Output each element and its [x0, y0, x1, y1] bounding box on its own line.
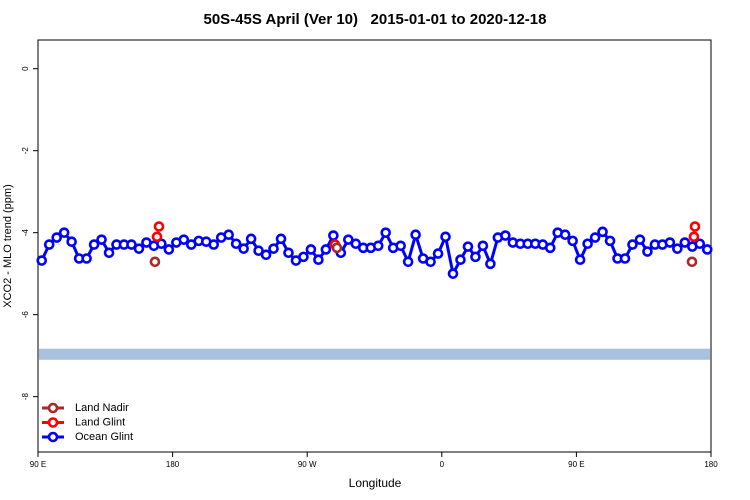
point — [582, 238, 593, 250]
point — [350, 238, 362, 250]
x-tick-label: 90 W — [298, 460, 317, 469]
point — [238, 243, 249, 254]
point — [597, 226, 608, 238]
point — [253, 245, 264, 257]
point — [43, 239, 55, 250]
legend-label: Land Glint — [75, 416, 125, 428]
point — [672, 243, 683, 254]
point — [313, 254, 324, 266]
point — [178, 234, 190, 245]
point — [298, 251, 309, 263]
legend-marker — [47, 431, 59, 443]
point — [51, 232, 62, 243]
point — [559, 229, 571, 241]
point — [153, 221, 165, 232]
point — [689, 221, 701, 232]
legend-label: Ocean Glint — [75, 431, 133, 443]
point — [642, 246, 653, 257]
x-tick-label: 0 — [440, 460, 445, 469]
point — [688, 231, 700, 243]
point — [343, 234, 354, 245]
point — [126, 239, 137, 250]
point — [664, 237, 676, 248]
point — [245, 233, 257, 245]
x-tick-label: 90 E — [30, 460, 46, 469]
point — [589, 232, 601, 243]
point — [477, 240, 489, 252]
point — [455, 254, 466, 266]
point — [425, 256, 436, 268]
point — [380, 227, 392, 238]
point — [432, 248, 444, 259]
point — [604, 235, 616, 247]
point — [372, 240, 384, 252]
point — [283, 247, 294, 259]
x-tick-label: 180 — [166, 460, 180, 469]
point — [208, 239, 220, 250]
point — [149, 256, 161, 268]
y-axis-label: XCO2 - MLO trend (ppm) — [2, 184, 14, 307]
point — [103, 247, 115, 259]
point — [328, 230, 339, 241]
point — [574, 254, 586, 266]
point — [410, 229, 421, 241]
point — [567, 235, 578, 247]
point — [701, 244, 713, 255]
point — [305, 244, 317, 255]
point — [223, 229, 234, 241]
y-tick-label: -4 — [21, 229, 30, 237]
point — [275, 233, 287, 245]
chart-title: 50S-45S April (Ver 10) 2015-01-01 to 202… — [204, 11, 547, 28]
point — [686, 256, 698, 268]
point — [58, 227, 70, 238]
point — [320, 244, 332, 255]
point — [331, 242, 343, 254]
point — [470, 251, 481, 263]
point — [230, 238, 242, 250]
point — [440, 231, 451, 243]
point — [402, 256, 414, 268]
point — [260, 249, 272, 261]
point — [627, 239, 638, 250]
x-axis-label: Longitude — [349, 476, 402, 490]
point — [500, 230, 511, 241]
point — [81, 253, 92, 264]
point — [485, 258, 496, 270]
y-tick-label: 0 — [21, 66, 30, 71]
x-tick-label: 180 — [704, 460, 718, 469]
point — [151, 231, 163, 243]
legend-label: Land Nadir — [75, 402, 129, 414]
point — [694, 238, 706, 250]
point — [96, 234, 107, 245]
point — [36, 255, 48, 266]
point — [544, 242, 556, 254]
point — [66, 236, 77, 247]
x-tick-label: 90 E — [568, 460, 584, 469]
point — [634, 234, 646, 245]
point — [395, 240, 406, 252]
point — [679, 237, 691, 248]
band — [39, 348, 710, 360]
legend-marker — [47, 402, 59, 414]
y-tick-label: -8 — [21, 393, 30, 401]
point — [447, 268, 459, 279]
point — [619, 253, 631, 264]
point — [88, 239, 100, 250]
point — [163, 244, 175, 255]
point — [462, 241, 474, 252]
point — [133, 243, 145, 254]
legend-marker — [47, 417, 59, 428]
y-tick-label: -2 — [21, 147, 30, 155]
y-tick-label: -6 — [21, 311, 30, 319]
point — [268, 243, 279, 254]
